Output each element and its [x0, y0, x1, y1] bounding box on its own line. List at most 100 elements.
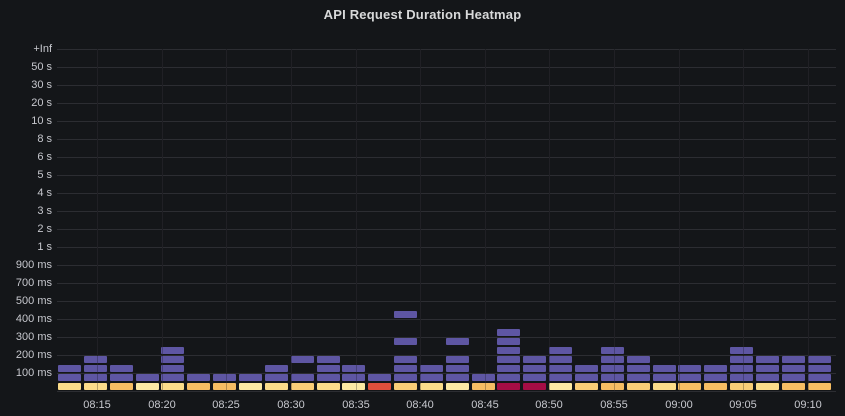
heatmap-cell	[575, 374, 598, 381]
heatmap-cell	[808, 356, 831, 363]
y-axis-tick-label: 20 s	[31, 97, 52, 109]
heatmap-cell	[627, 383, 650, 390]
x-axis-tick-label: 08:30	[277, 399, 305, 411]
heatmap-cell	[394, 365, 417, 372]
heatmap-cell	[84, 356, 107, 363]
gridline-horizontal	[57, 265, 836, 266]
heatmap-cell	[730, 365, 753, 372]
heatmap-cell	[704, 365, 727, 372]
gridline-vertical-overlay	[485, 49, 486, 391]
heatmap-cell	[213, 374, 236, 381]
heatmap-cell	[161, 347, 184, 354]
heatmap-cell	[317, 374, 340, 381]
heatmap-cell	[549, 383, 572, 390]
heatmap-cell	[110, 365, 133, 372]
heatmap-cell	[161, 356, 184, 363]
heatmap-cell	[782, 374, 805, 381]
heatmap-cell	[653, 383, 676, 390]
panel-title[interactable]: API Request Duration Heatmap	[323, 6, 522, 22]
gridline-horizontal	[57, 49, 836, 50]
y-axis-tick-label: 500 ms	[15, 295, 52, 307]
x-axis-tick-label: 09:10	[794, 399, 822, 411]
heatmap-cell	[394, 356, 417, 363]
heatmap-cell	[601, 356, 624, 363]
y-axis-tick-label: 8 s	[37, 133, 52, 145]
heatmap-cell	[808, 383, 831, 390]
x-axis-tick-label: 08:50	[535, 399, 563, 411]
heatmap-cell	[446, 338, 469, 345]
y-axis-tick-label: 700 ms	[15, 277, 52, 289]
gridline-vertical	[162, 49, 163, 391]
heatmap-cell	[601, 383, 624, 390]
heatmap-cell	[420, 365, 443, 372]
heatmap-cell	[808, 374, 831, 381]
heatmap-cell	[575, 365, 598, 372]
heatmap-cell	[627, 374, 650, 381]
heatmap-cell	[497, 347, 520, 354]
gridline-vertical	[808, 49, 809, 391]
heatmap-cell	[368, 383, 391, 390]
heatmap-cell	[549, 374, 572, 381]
heatmap-cell	[756, 374, 779, 381]
y-axis-tick-label: 200 ms	[15, 349, 52, 361]
heatmap-cell	[161, 365, 184, 372]
heatmap-cell	[136, 383, 159, 390]
heatmap-cell	[497, 365, 520, 372]
heatmap-cell	[472, 374, 495, 381]
heatmap-cell	[678, 365, 701, 372]
heatmap-cell	[84, 365, 107, 372]
heatmap-cell	[627, 365, 650, 372]
heatmap-cell	[317, 383, 340, 390]
heatmap-cell	[523, 374, 546, 381]
gridline-vertical-overlay	[614, 49, 615, 391]
y-axis-tick-label: 2 s	[37, 223, 52, 235]
heatmap-cell	[627, 356, 650, 363]
heatmap-cell	[58, 383, 81, 390]
heatmap-cell	[420, 374, 443, 381]
heatmap-cell	[136, 374, 159, 381]
x-axis-tick-label: 08:25	[212, 399, 240, 411]
heatmap-cell	[446, 365, 469, 372]
gridline-horizontal	[57, 247, 836, 248]
heatmap-cell	[653, 374, 676, 381]
heatmap-cell	[187, 374, 210, 381]
heatmap-cell	[446, 356, 469, 363]
gridline-vertical	[614, 49, 615, 391]
heatmap-cell	[342, 365, 365, 372]
heatmap-cell	[523, 383, 546, 390]
x-axis-tick-label: 09:05	[729, 399, 757, 411]
heatmap-cell	[58, 365, 81, 372]
gridline-horizontal	[57, 211, 836, 212]
y-axis-tick-label: 300 ms	[15, 331, 52, 343]
heatmap-cell	[497, 356, 520, 363]
gridline-vertical-overlay	[743, 49, 744, 391]
gridline-vertical-overlay	[356, 49, 357, 391]
heatmap-cell	[110, 374, 133, 381]
y-axis-tick-label: 30 s	[31, 79, 52, 91]
heatmap-cell	[394, 383, 417, 390]
heatmap-cell	[730, 374, 753, 381]
x-axis-baseline	[57, 391, 836, 392]
heatmap-cell	[730, 347, 753, 354]
heatmap-cell	[187, 383, 210, 390]
heatmap-cell	[730, 383, 753, 390]
heatmap-cell	[730, 356, 753, 363]
heatmap-cell	[84, 374, 107, 381]
heatmap-cell	[601, 347, 624, 354]
heatmap-cell	[394, 338, 417, 345]
gridline-vertical-overlay	[808, 49, 809, 391]
heatmap-cell	[497, 374, 520, 381]
heatmap-cell	[161, 383, 184, 390]
heatmap-cell	[497, 329, 520, 336]
gridline-horizontal	[57, 67, 836, 68]
heatmap-cell	[58, 374, 81, 381]
heatmap-cell	[239, 374, 262, 381]
heatmap-cell	[653, 365, 676, 372]
heatmap-cell	[368, 374, 391, 381]
heatmap-cell	[446, 383, 469, 390]
heatmap-cell	[756, 383, 779, 390]
gridline-vertical	[549, 49, 550, 391]
y-axis-tick-label: 400 ms	[15, 313, 52, 325]
